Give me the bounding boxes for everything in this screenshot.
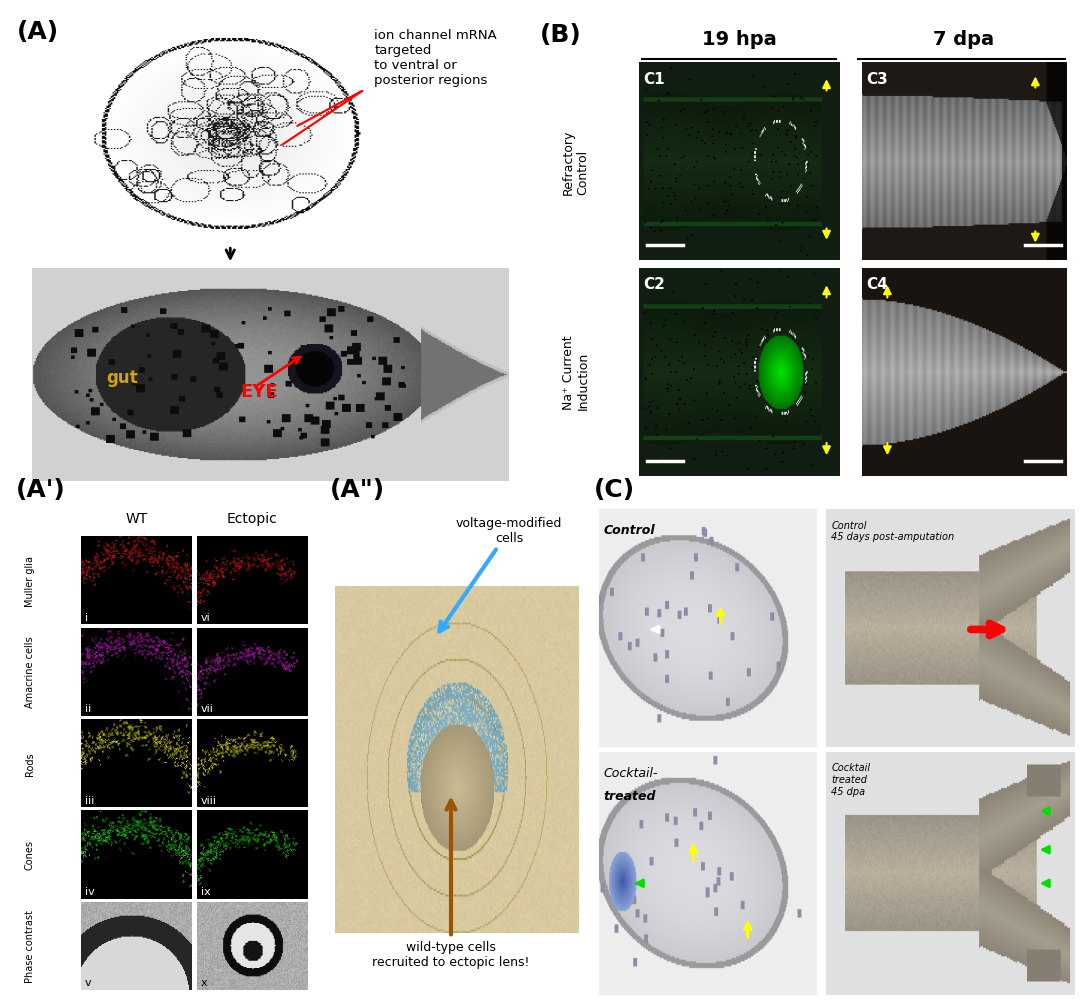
Text: Control
45 days post-amputation: Control 45 days post-amputation xyxy=(832,521,955,542)
Text: C2: C2 xyxy=(643,277,665,292)
Text: iv: iv xyxy=(84,886,94,896)
Text: Ectopic: Ectopic xyxy=(227,512,278,526)
Text: C1: C1 xyxy=(643,71,664,86)
Text: (A'): (A') xyxy=(16,477,66,502)
Text: Amacrine cells: Amacrine cells xyxy=(25,636,35,708)
Text: Na⁺ Current
Induction: Na⁺ Current Induction xyxy=(562,335,590,409)
Text: Muller glia: Muller glia xyxy=(25,556,35,606)
Text: vii: vii xyxy=(201,703,214,713)
Text: Cones: Cones xyxy=(25,840,35,870)
Text: (A"): (A") xyxy=(329,477,384,502)
Text: WT: WT xyxy=(125,512,148,526)
Text: Cocktail
treated
45 dpa: Cocktail treated 45 dpa xyxy=(832,762,870,795)
Text: ii: ii xyxy=(84,703,91,713)
Text: Control: Control xyxy=(604,524,656,537)
Text: ion channel mRNA
targeted
to ventral or
posterior regions: ion channel mRNA targeted to ventral or … xyxy=(375,29,497,87)
Text: C3: C3 xyxy=(866,71,888,86)
Text: ix: ix xyxy=(201,886,211,896)
Text: Cocktail-: Cocktail- xyxy=(604,766,658,779)
Text: Refractory
Control: Refractory Control xyxy=(562,129,590,195)
Text: 19 hpa: 19 hpa xyxy=(702,30,778,49)
Text: Rods: Rods xyxy=(25,751,35,775)
Text: (A): (A) xyxy=(16,20,58,44)
Text: Phase contrast: Phase contrast xyxy=(25,910,35,982)
Text: v: v xyxy=(84,977,91,987)
Text: i: i xyxy=(84,612,87,622)
Text: viii: viii xyxy=(201,794,217,804)
Text: EYE: EYE xyxy=(240,383,278,401)
Text: voltage-modified
cells: voltage-modified cells xyxy=(440,517,563,632)
Text: gut: gut xyxy=(106,369,137,387)
Text: (C): (C) xyxy=(594,477,635,502)
Text: wild-type cells
recruited to ectopic lens!: wild-type cells recruited to ectopic len… xyxy=(373,801,530,968)
Text: (B): (B) xyxy=(540,23,582,47)
Text: iii: iii xyxy=(84,794,94,804)
Text: C4: C4 xyxy=(866,277,888,292)
Text: x: x xyxy=(201,977,207,987)
Text: treated: treated xyxy=(604,789,657,802)
Text: vi: vi xyxy=(201,612,211,622)
Text: 7 dpa: 7 dpa xyxy=(933,30,995,49)
